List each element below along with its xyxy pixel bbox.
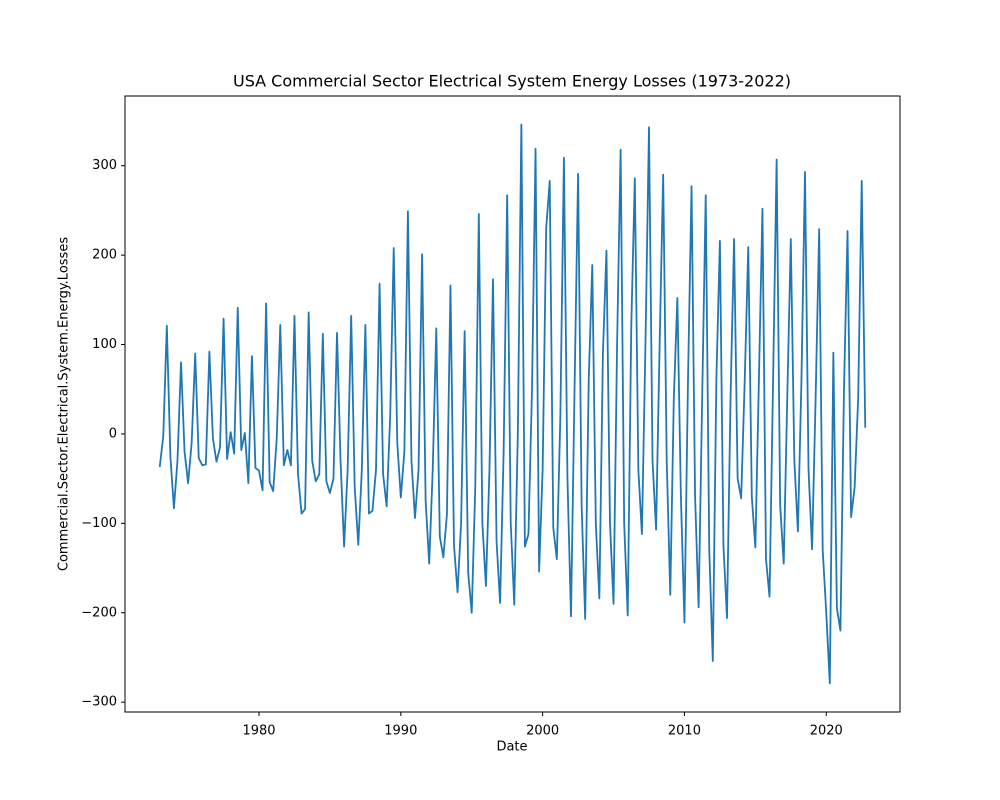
y-tick-label: 200 xyxy=(92,248,117,263)
x-tick-label: 2020 xyxy=(810,724,843,739)
y-tick-label: 0 xyxy=(109,426,117,441)
y-tick-label: −100 xyxy=(81,516,117,531)
y-tick-label: −200 xyxy=(81,605,117,620)
x-axis-label: Date xyxy=(496,740,527,755)
y-tick-label: −300 xyxy=(81,695,117,710)
x-tick-label: 2010 xyxy=(668,724,701,739)
y-tick-label: 100 xyxy=(92,337,117,352)
y-axis-label: Commercial.Sector.Electrical.System.Ener… xyxy=(57,237,72,571)
data-line xyxy=(158,123,867,685)
y-tick-label: 300 xyxy=(92,158,117,173)
x-tick-label: 1980 xyxy=(242,724,275,739)
plot-frame xyxy=(124,95,901,713)
x-tick-label: 1990 xyxy=(384,724,417,739)
x-tick-label: 2000 xyxy=(526,724,559,739)
chart-title: USA Commercial Sector Electrical System … xyxy=(233,72,791,91)
